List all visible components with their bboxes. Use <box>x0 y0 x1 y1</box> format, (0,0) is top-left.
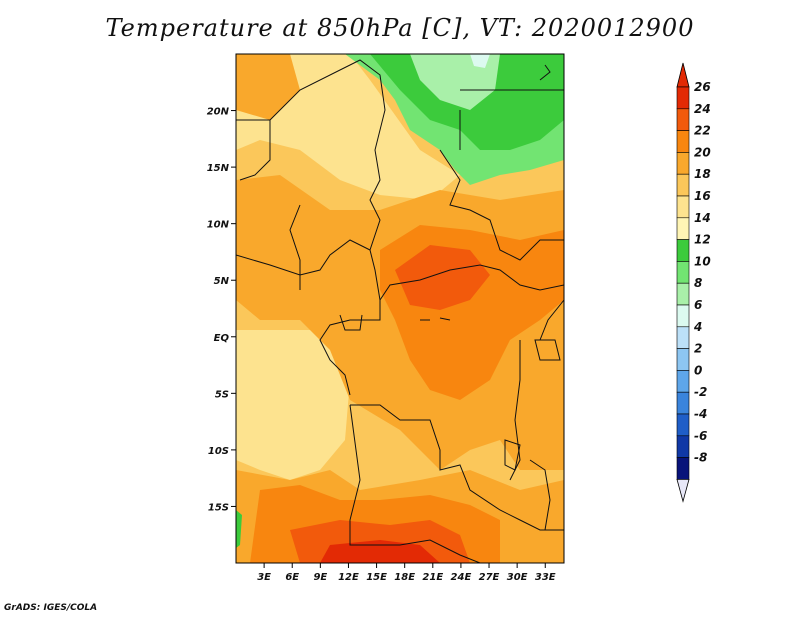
colorbar-swatch <box>676 370 690 393</box>
y-tick-label: 5N <box>214 276 230 287</box>
x-tick-label: 27E <box>479 572 500 583</box>
colorbar-swatch <box>676 130 690 153</box>
colorbar-label: 26 <box>694 80 711 94</box>
colorbar-label: -6 <box>694 429 707 443</box>
latitude-axis: 20N 15N 10N 5N EQ 5S 10S 15S <box>207 107 236 513</box>
colorbar-label: 14 <box>694 211 711 225</box>
colorbar-label: 18 <box>694 167 711 181</box>
y-tick-label: 15S <box>208 502 229 513</box>
y-tick-label: 5S <box>215 389 229 400</box>
colorbar-swatch <box>676 304 690 328</box>
map-title: Temperature at 850hPa [C], VT: 202001290… <box>105 14 695 42</box>
colorbar-max-arrow <box>676 62 690 88</box>
x-tick-label: 15E <box>366 572 387 583</box>
colorbar-swatch <box>676 457 690 480</box>
colorbar-label: 6 <box>694 298 702 312</box>
colorbar-swatch <box>676 173 690 197</box>
colorbar-min-arrow <box>676 478 690 503</box>
colorbar-label: 20 <box>694 145 711 159</box>
x-tick-label: 33E <box>535 572 556 583</box>
colorbar-label: 16 <box>694 189 711 203</box>
country-borders <box>236 59 564 563</box>
x-tick-label: 9E <box>313 572 327 583</box>
map-frame <box>235 53 565 564</box>
colorbar-label: 4 <box>693 320 702 334</box>
x-tick-label: 24E <box>451 572 472 583</box>
x-tick-label: 30E <box>507 572 528 583</box>
temperature-field <box>236 54 564 563</box>
colorbar-swatch <box>676 217 690 240</box>
colorbar-swatch <box>676 348 690 371</box>
x-tick-label: 3E <box>257 572 271 583</box>
colorbar-label: 24 <box>694 102 711 116</box>
colorbar-label: -8 <box>694 451 707 465</box>
y-tick-label: 20N <box>207 107 230 118</box>
colorbar-swatch <box>676 86 690 110</box>
colorbar-swatch <box>676 413 690 437</box>
colorbar-label: 22 <box>694 124 711 138</box>
colorbar-swatch <box>676 195 690 219</box>
y-tick-label: 15N <box>207 163 230 174</box>
x-tick-label: 18E <box>394 572 415 583</box>
colorbar-label: -2 <box>694 385 707 399</box>
colorbar-label: -4 <box>694 407 707 421</box>
grads-credit: GrADS: IGES/COLA <box>4 603 98 613</box>
colorbar-label: 10 <box>694 254 711 268</box>
colorbar-label: 0 <box>694 363 702 377</box>
colorbar-swatch <box>676 261 690 284</box>
x-tick-label: 12E <box>338 572 359 583</box>
x-tick-label: 21E <box>422 572 443 583</box>
colorbar-swatch <box>676 435 690 458</box>
x-tick-label: 6E <box>285 572 299 583</box>
colorbar-swatch <box>676 391 690 415</box>
colorbar-swatch <box>676 282 690 306</box>
y-tick-label: 10S <box>208 446 229 457</box>
colorbar-swatch <box>676 239 690 262</box>
colorbar-swatch <box>676 326 690 349</box>
colorbar-swatch <box>676 152 690 175</box>
colorbar-label: 2 <box>694 342 702 356</box>
colorbar-swatch <box>676 108 690 131</box>
y-tick-label: 10N <box>207 220 230 231</box>
colorbar-label: 8 <box>694 276 702 290</box>
colorbar-label: 12 <box>694 233 711 247</box>
y-tick-label: EQ <box>214 333 230 344</box>
longitude-axis: 3E 6E 9E 12E 15E 18E 21E 24E 27E 30E 33E <box>257 563 556 583</box>
